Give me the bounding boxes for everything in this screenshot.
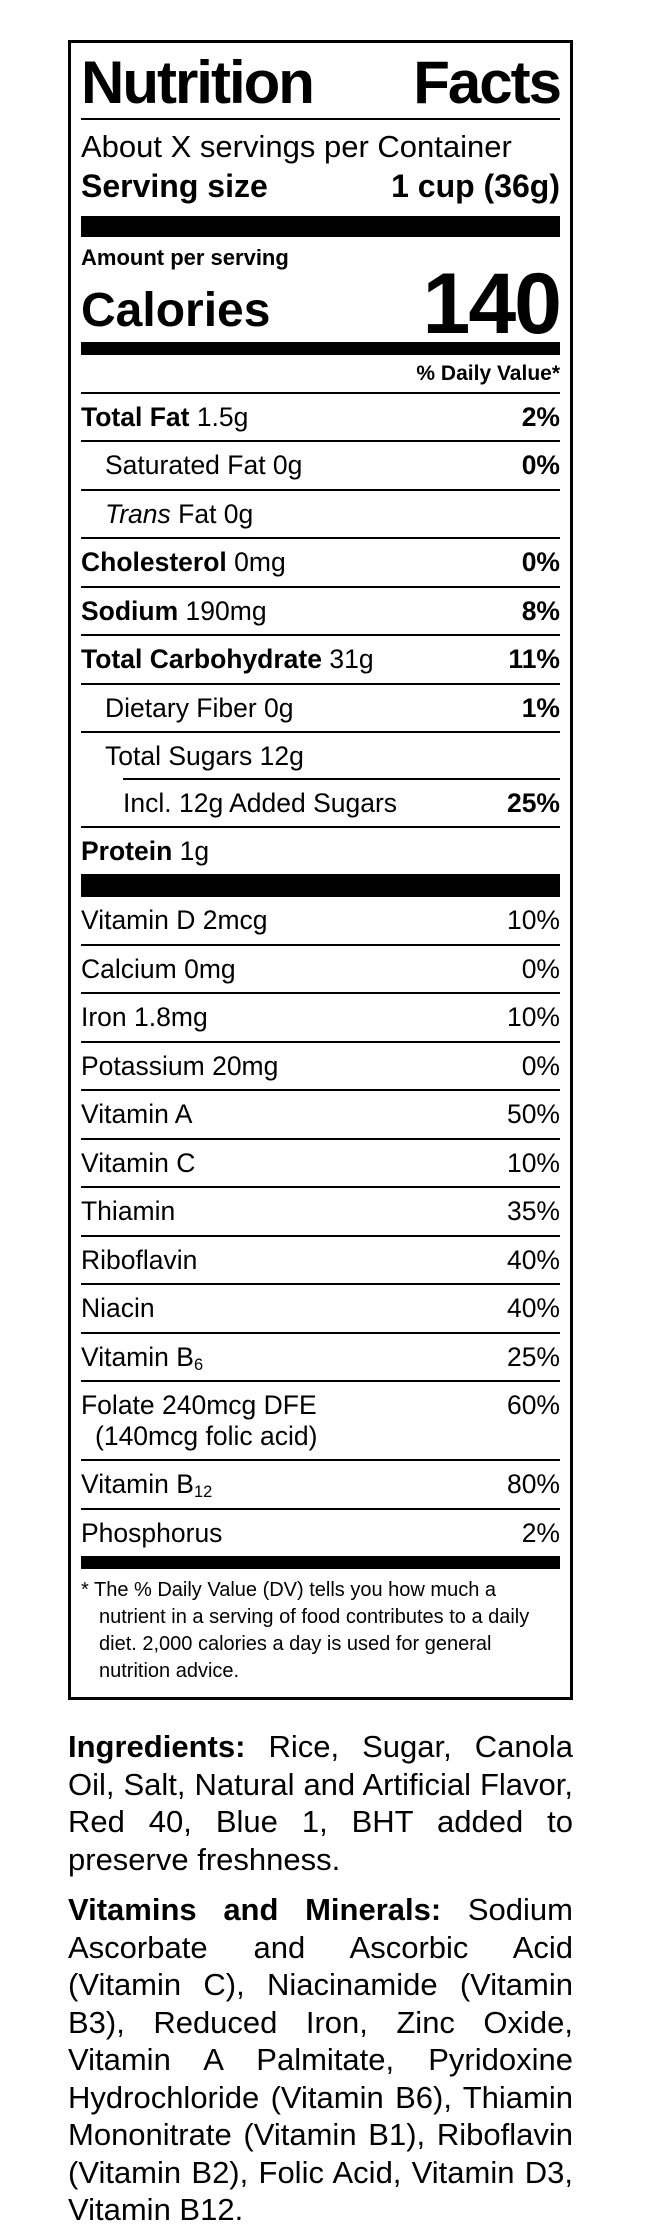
nutrition-facts-label: Nutrition Facts About X servings per Con… xyxy=(68,40,573,1701)
nutrient-name: Vitamin B12 xyxy=(81,1469,213,1502)
vitamin-row: Calcium 0mg 0% xyxy=(81,943,560,992)
vitamin-row: Phosphorus 2% xyxy=(81,1507,560,1556)
nutrient-name: Saturated Fat 0g xyxy=(105,450,303,481)
nutrient-rows: Total Fat 1.5g 2% Saturated Fat 0g 0% Trans … xyxy=(81,391,560,875)
nutrient-name: Incl. 12g Added Sugars xyxy=(123,787,398,818)
nutrient-name: Cholesterol 0mg xyxy=(81,547,286,578)
daily-value-percent: 40% xyxy=(506,1293,560,1324)
serving-size-row: Serving size 1 cup (36g) xyxy=(81,166,560,217)
nutrient-row: Trans Fat 0g xyxy=(81,488,560,537)
ingredients-text: Rice, Sugar, Canola Oil, Salt, Natural a… xyxy=(68,1729,573,1877)
label-title: Nutrition Facts xyxy=(81,43,562,120)
daily-value-percent: 0% xyxy=(521,450,560,481)
daily-value-percent: 2% xyxy=(521,1517,560,1548)
nutrient-row: Dietary Fiber 0g 1% xyxy=(81,682,560,731)
nutrient-name: Total Carbohydrate 31g xyxy=(81,644,374,675)
nutrient-name: Thiamin xyxy=(81,1196,176,1227)
daily-value-percent: 8% xyxy=(521,595,560,626)
nutrient-name: Potassium 20mg xyxy=(81,1050,279,1081)
daily-value-percent: 0% xyxy=(521,547,560,578)
ingredients-paragraph: Ingredients: Rice, Sugar, Canola Oil, Sa… xyxy=(68,1728,573,1878)
serving-size-value: 1 cup (36g) xyxy=(391,167,560,204)
nutrient-name: Iron 1.8mg xyxy=(81,1002,208,1033)
daily-value-percent: 35% xyxy=(506,1196,560,1227)
vitamin-row: Vitamin D 2mcg 10% xyxy=(81,895,560,943)
label-title-right: Facts xyxy=(413,49,562,116)
calories-value: 140 xyxy=(422,255,562,352)
daily-value-header: % Daily Value* xyxy=(416,361,560,385)
nutrient-name: Sodium 190mg xyxy=(81,595,267,626)
thick-separator-bar xyxy=(81,874,560,896)
vitamin-rows: Vitamin D 2mcg 10% Calcium 0mg 0% Iron 1.8mg… xyxy=(81,895,560,1556)
vitamin-row: Vitamin B6 25% xyxy=(81,1331,560,1380)
label-title-left: Nutrition xyxy=(81,49,315,116)
serving-size-label: Serving size xyxy=(81,167,268,204)
vitamins-minerals-text: Sodium Ascorbate and Ascorbic Acid (Vita… xyxy=(68,1892,573,2228)
nutrient-row: Total Carbohydrate 31g 11% xyxy=(81,634,560,682)
page-content: Nutrition Facts About X servings per Con… xyxy=(68,40,573,2229)
daily-value-percent: 1% xyxy=(521,692,560,723)
nutrient-row: Saturated Fat 0g 0% xyxy=(81,440,560,488)
medium-separator-bar xyxy=(81,1556,560,1570)
nutrient-name: Trans Fat 0g xyxy=(105,498,254,529)
vitamin-row: Vitamin A 50% xyxy=(81,1089,560,1137)
nutrient-name-line2: (140mcg folic acid) xyxy=(95,1420,318,1451)
nutrient-name: Protein 1g xyxy=(81,836,210,867)
daily-value-percent: 0% xyxy=(521,953,560,984)
daily-value-percent: 25% xyxy=(506,1341,560,1372)
nutrient-name: Calcium 0mg xyxy=(81,953,236,984)
servings-per-container: About X servings per Container xyxy=(81,129,512,164)
ingredients-heading: Ingredients: xyxy=(68,1729,246,1765)
vitamins-minerals-heading: Vitamins and Minerals: xyxy=(68,1892,442,1928)
nutrient-name: Vitamin A xyxy=(81,1099,193,1130)
nutrient-name: Niacin xyxy=(81,1293,155,1324)
daily-value-percent: 25% xyxy=(506,787,560,818)
nutrient-row: Incl. 12g Added Sugars 25% xyxy=(81,777,560,826)
vitamin-row: Niacin 40% xyxy=(81,1283,560,1331)
nutrient-name: Riboflavin xyxy=(81,1244,198,1275)
nutrient-name: Dietary Fiber 0g xyxy=(105,692,294,723)
thick-separator-bar xyxy=(81,216,560,238)
daily-value-percent: 50% xyxy=(506,1099,560,1130)
daily-value-percent: 2% xyxy=(521,401,560,432)
medium-separator-bar xyxy=(81,341,560,355)
vitamin-row: Potassium 20mg 0% xyxy=(81,1040,560,1089)
nutrient-name: Vitamin D 2mcg xyxy=(81,905,268,936)
calories-row: Calories 140 xyxy=(81,255,562,352)
nutrient-row: Sodium 190mg 8% xyxy=(81,585,560,634)
amount-per-serving-label: Amount per serving xyxy=(81,245,289,271)
daily-value-percent: 10% xyxy=(506,905,560,936)
vitamin-row: Vitamin C 10% xyxy=(81,1137,560,1186)
nutrient-name: Total Fat 1.5g xyxy=(81,401,249,432)
nutrient-name: Vitamin B6 xyxy=(81,1341,204,1374)
daily-value-percent: 80% xyxy=(506,1469,560,1500)
daily-value-percent: 10% xyxy=(506,1002,560,1033)
daily-value-percent: 40% xyxy=(506,1244,560,1275)
nutrient-row: Cholesterol 0mg 0% xyxy=(81,537,560,585)
daily-value-percent: 60% xyxy=(506,1390,560,1421)
vitamin-row: Iron 1.8mg 10% xyxy=(81,992,560,1040)
daily-value-footnote: * The % Daily Value (DV) tells you how m… xyxy=(81,1579,530,1683)
vitamin-row: Folate 240mcg DFE (140mcg folic acid) 60% xyxy=(81,1380,560,1459)
nutrient-row: Protein 1g xyxy=(81,826,560,874)
vitamin-row: Thiamin 35% xyxy=(81,1186,560,1234)
vitamin-row: Vitamin B12 80% xyxy=(81,1459,560,1507)
daily-value-percent: 0% xyxy=(521,1050,560,1081)
nutrient-row: Total Sugars 12g xyxy=(81,731,560,779)
daily-value-percent: 11% xyxy=(508,644,560,675)
nutrient-row: Total Fat 1.5g 2% xyxy=(81,391,560,440)
nutrient-name: Folate 240mcg DFE (140mcg folic acid) xyxy=(81,1390,318,1451)
vitamins-minerals-paragraph: Vitamins and Minerals: Sodium Ascorbate … xyxy=(68,1891,573,2229)
nutrient-name: Phosphorus xyxy=(81,1517,223,1548)
daily-value-percent: 10% xyxy=(506,1147,560,1178)
nutrient-name: Vitamin C xyxy=(81,1147,196,1178)
nutrient-name: Total Sugars 12g xyxy=(105,741,304,772)
calories-label: Calories xyxy=(81,283,271,337)
vitamin-row: Riboflavin 40% xyxy=(81,1234,560,1283)
